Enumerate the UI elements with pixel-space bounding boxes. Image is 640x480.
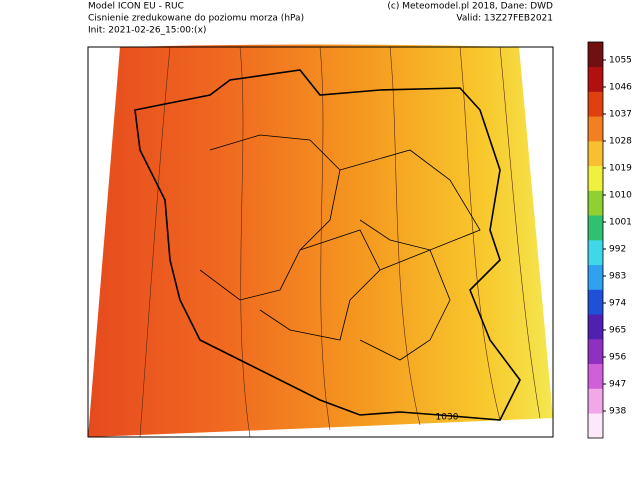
field-label: Cisnienie zredukowane do poziomu morza (… (88, 14, 304, 24)
colorbar-band (588, 116, 603, 142)
colorbar-band (588, 289, 603, 315)
colorbar-tick-label: 1010 (609, 191, 632, 201)
init-label: Init: 2021-02-26_15:00:(x) (88, 26, 206, 36)
colorbar-band (588, 413, 603, 439)
colorbar-tick-label: 992 (609, 245, 626, 255)
valid-label: Valid: 13Z27FEB2021 (456, 14, 553, 24)
colorbar-band (588, 66, 603, 92)
colorbar-band (588, 314, 603, 340)
colorbar-tick-label: 1001 (609, 218, 632, 228)
country-border (134, 69, 521, 421)
model-label: Model ICON EU - RUC (88, 2, 184, 12)
colorbar-band (588, 339, 603, 365)
colorbar-band (588, 42, 603, 68)
colorbar-tick-label: 947 (609, 380, 626, 390)
colorbar-tick-label: 965 (609, 326, 626, 336)
colorbar-tick-label: 938 (609, 407, 626, 417)
colorbar-band (588, 363, 603, 389)
copyright: (c) Meteomodel.pl 2018, Dane: DWD (387, 2, 553, 12)
colorbar-tick-label: 1037 (609, 110, 632, 120)
colorbar-band (588, 215, 603, 241)
colorbar-band (588, 91, 603, 117)
contour-label: 1030 (436, 413, 459, 423)
colorbar-tick-label: 1055 (609, 56, 632, 66)
pressure-field (88, 44, 553, 437)
colorbar-band (588, 388, 603, 414)
colorbar-tick-label: 956 (609, 353, 626, 363)
colorbar-frame (587, 41, 604, 439)
map-frame (87, 46, 554, 438)
colorbar-tick-label: 983 (609, 272, 626, 282)
colorbar-tick-label: 1019 (609, 164, 632, 174)
colorbar-tick-label: 1028 (609, 137, 632, 147)
region-borders (199, 134, 481, 361)
colorbar-tick-label: 974 (609, 299, 626, 309)
colorbar-band (588, 240, 603, 266)
colorbar-band (588, 264, 603, 290)
colorbar-band (588, 165, 603, 191)
colorbar-band (588, 141, 603, 167)
colorbar-tick-label: 1046 (609, 83, 632, 93)
colorbar-band (588, 190, 603, 216)
